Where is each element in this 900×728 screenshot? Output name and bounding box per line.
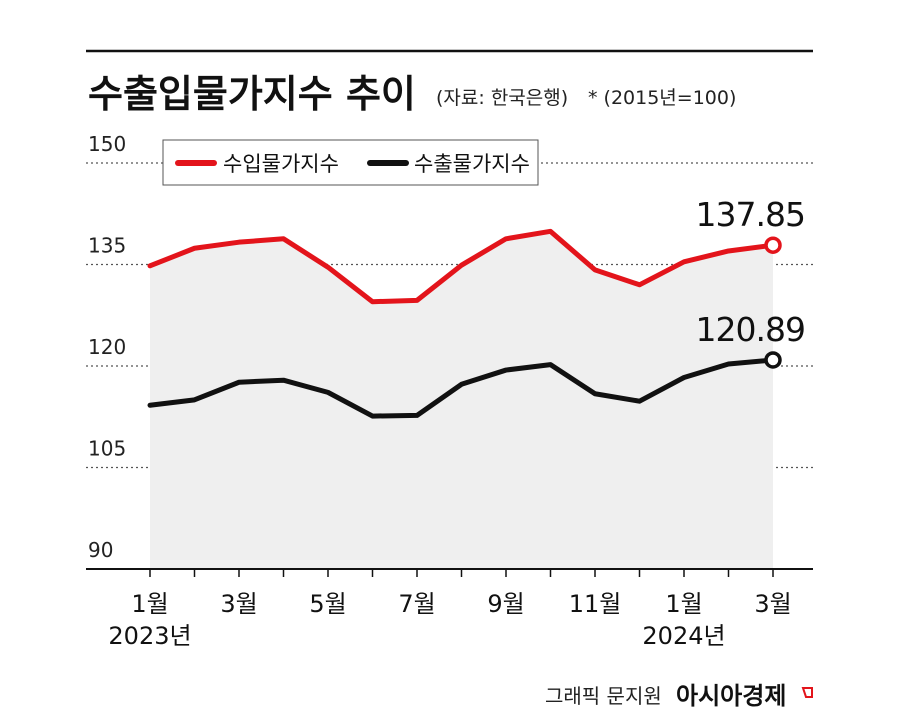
end-value-label: 120.89 <box>696 310 805 349</box>
legend: 수입물가지수 수출물가지수 <box>162 139 539 186</box>
y-tick-label: 90 <box>88 538 113 562</box>
legend-label-export: 수출물가지수 <box>414 152 530 176</box>
x-axis: 1월 2023년 3월 5월 7월 9월 11월 1월 2024년 3월 <box>86 568 813 650</box>
x-tick-label: 3월 <box>220 590 257 618</box>
source-note: (자료: 한국은행) <box>436 87 568 109</box>
x-tick-year-label: 2024년 <box>642 622 725 650</box>
brand-mark-icon <box>801 687 813 698</box>
x-tick-label: 11월 <box>569 590 622 618</box>
y-tick-label: 105 <box>88 437 126 461</box>
y-axis: 150 135 120 105 90 <box>88 132 126 562</box>
credit-text: 그래픽 문지원 <box>545 684 662 708</box>
end-value-label: 137.85 <box>696 195 805 234</box>
y-tick-label: 120 <box>88 335 126 359</box>
y-tick-label: 150 <box>88 132 126 156</box>
legend-box <box>162 139 539 186</box>
end-point-marker <box>764 351 782 369</box>
x-tick-label: 1월 <box>665 590 702 618</box>
chart-title: 수출입물가지수 추이 <box>88 72 416 116</box>
area-fill <box>150 231 773 570</box>
base-note: * (2015년=100) <box>588 87 736 109</box>
y-tick-label: 135 <box>88 234 126 258</box>
x-tick-label: 7월 <box>398 590 435 618</box>
x-tick-label: 3월 <box>754 590 791 618</box>
legend-label-import: 수입물가지수 <box>223 152 339 176</box>
brand-logo: 아시아경제 <box>676 682 786 710</box>
end-point-marker <box>764 236 782 254</box>
series-line-export <box>147 357 776 419</box>
series: 137.85 120.89 <box>147 195 806 419</box>
x-tick-label: 5월 <box>309 590 346 618</box>
x-tick-year-label: 2023년 <box>108 622 191 650</box>
series-line-import <box>147 228 776 305</box>
x-tick-label: 1월 <box>131 590 168 618</box>
x-tick-label: 9월 <box>487 590 524 618</box>
